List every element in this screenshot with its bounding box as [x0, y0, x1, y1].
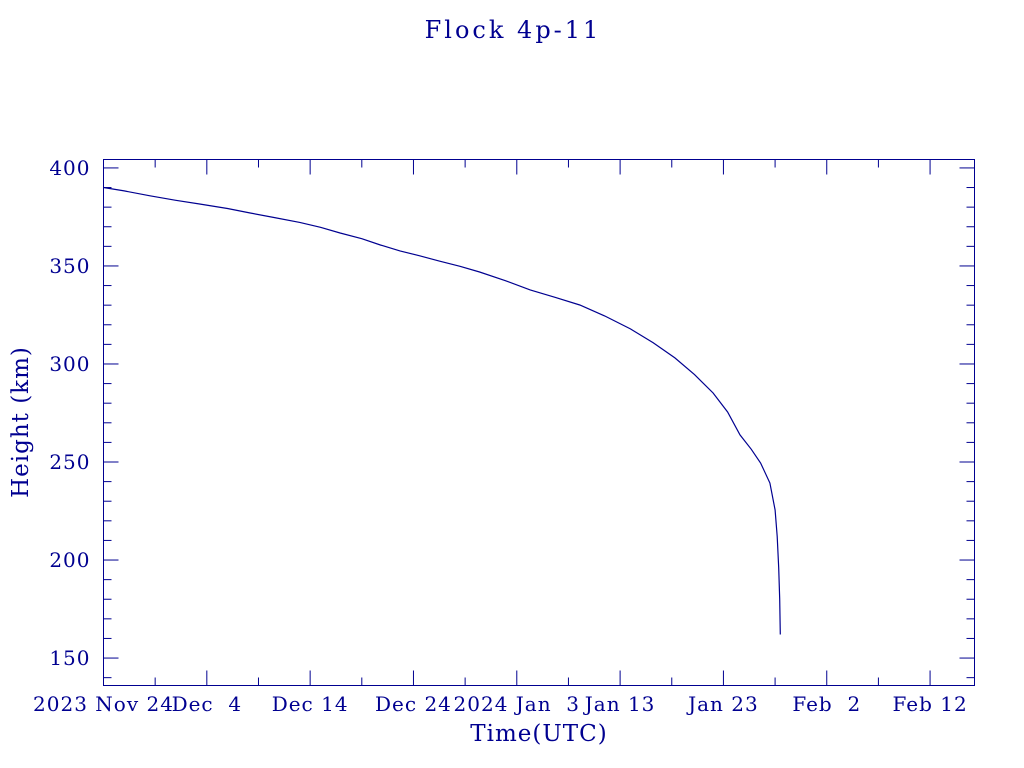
- y-axis-title: Height (km): [8, 346, 34, 498]
- y-tick-label: 350: [49, 254, 90, 278]
- x-tick-label: Dec 14: [272, 692, 349, 716]
- x-tick-label: 2024 Jan 3: [454, 692, 581, 716]
- x-axis-title: Time(UTC): [470, 721, 607, 747]
- y-tick-labels: 150 200 250 300 350 400: [49, 156, 90, 670]
- y-tick-label: 200: [49, 548, 90, 572]
- axis-ticks: [103, 159, 975, 686]
- decay-curve: [103, 186, 781, 635]
- x-tick-label: Feb 12: [892, 692, 967, 716]
- x-tick-label: Jan 23: [686, 692, 759, 716]
- x-tick-label: Feb 2: [792, 692, 861, 716]
- y-tick-label: 300: [49, 352, 90, 376]
- x-tick-label: 2023 Nov 24: [33, 692, 174, 716]
- x-tick-label: Dec 24: [375, 692, 452, 716]
- x-tick-label: Jan 13: [583, 692, 656, 716]
- plot-frame: [103, 159, 975, 686]
- x-tick-label: Dec 4: [172, 692, 243, 716]
- y-tick-label: 250: [49, 450, 90, 474]
- y-tick-label: 400: [49, 156, 90, 180]
- y-tick-label: 150: [49, 646, 90, 670]
- chart-title: Flock 4p-11: [425, 16, 602, 44]
